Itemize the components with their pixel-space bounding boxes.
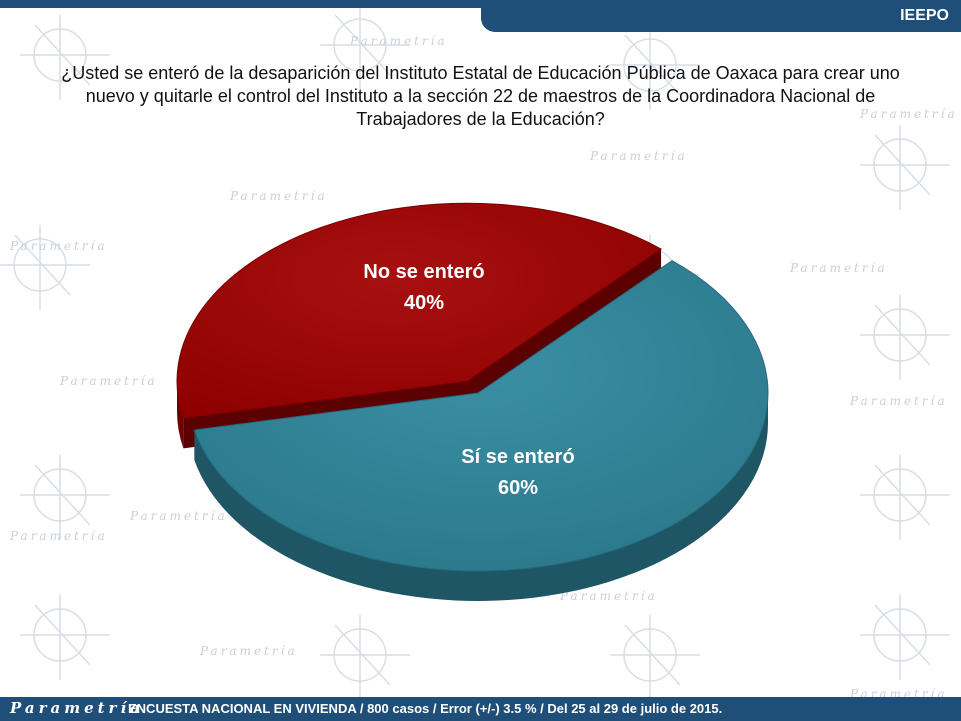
watermark-text: Parametría xyxy=(789,261,888,275)
pie-slice-si-se-entero xyxy=(193,260,769,572)
watermark-text: Parametría xyxy=(349,34,448,48)
footer-band: Parametría ENCUESTA NACIONAL EN VIVIENDA… xyxy=(0,697,961,721)
pie-slice-no-se-entero xyxy=(176,202,663,419)
pie-slice-value-label: 40% xyxy=(404,292,444,314)
header-tab: IEEPO xyxy=(481,0,961,32)
pie-slice-label: No se enteró xyxy=(363,261,484,283)
pie-slice-label: Sí se enteró xyxy=(461,446,574,468)
watermark-text: Parametría xyxy=(229,189,328,203)
question-title: ¿Usted se enteró de la desaparición del … xyxy=(61,63,900,129)
footer-note: ENCUESTA NACIONAL EN VIVIENDA / 800 caso… xyxy=(128,701,723,716)
watermark-text: Parametría xyxy=(129,509,228,523)
watermark-text: Parametría xyxy=(199,644,298,658)
watermark-text: Parametría xyxy=(589,149,688,163)
top-band xyxy=(0,0,961,8)
pie-slice-side xyxy=(177,381,184,449)
watermark-text: Parametría xyxy=(9,529,108,543)
pie-slice-value-label: 60% xyxy=(498,477,538,499)
footer-brand-logo: Parametría xyxy=(10,699,144,717)
watermark-text: Parametría xyxy=(59,374,158,388)
header-label: IEEPO xyxy=(900,7,949,24)
watermark-text: Parametría xyxy=(859,107,958,121)
watermark-text: Parametría xyxy=(559,589,658,603)
watermark-text: Parametría xyxy=(849,394,948,408)
watermark-text: Parametría xyxy=(9,239,108,253)
